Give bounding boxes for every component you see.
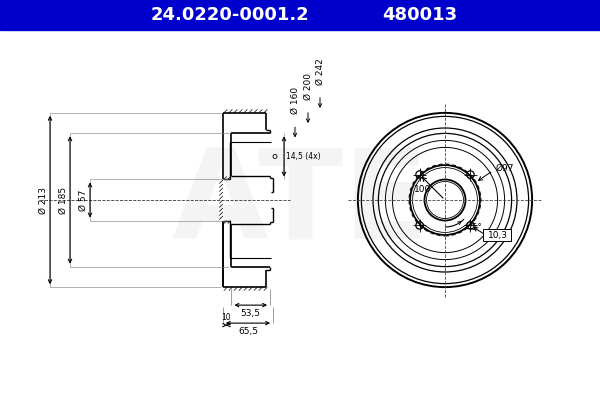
- Text: ATE: ATE: [171, 144, 429, 266]
- Text: 65,5: 65,5: [238, 327, 258, 336]
- Text: 100: 100: [414, 186, 431, 194]
- Text: 24.0220-0001.2: 24.0220-0001.2: [151, 6, 310, 24]
- Text: Ø 200: Ø 200: [304, 73, 313, 100]
- Text: 45°: 45°: [467, 224, 483, 232]
- Text: 53,5: 53,5: [241, 309, 261, 318]
- Text: Ø 213: Ø 213: [39, 186, 48, 214]
- Bar: [0, 0, 600, 30]
- Text: 480013: 480013: [382, 6, 458, 24]
- Bar: [484, 230, 511, 242]
- Text: 10,3: 10,3: [487, 231, 508, 240]
- Text: Ø 57: Ø 57: [79, 189, 88, 211]
- Text: 14,5 (4x): 14,5 (4x): [286, 152, 320, 161]
- Text: Ø97: Ø97: [495, 164, 514, 173]
- Text: 10: 10: [221, 313, 231, 322]
- Text: Ø 185: Ø 185: [59, 186, 68, 214]
- Text: Ø 160: Ø 160: [290, 87, 299, 114]
- Text: Ø 242: Ø 242: [316, 58, 325, 85]
